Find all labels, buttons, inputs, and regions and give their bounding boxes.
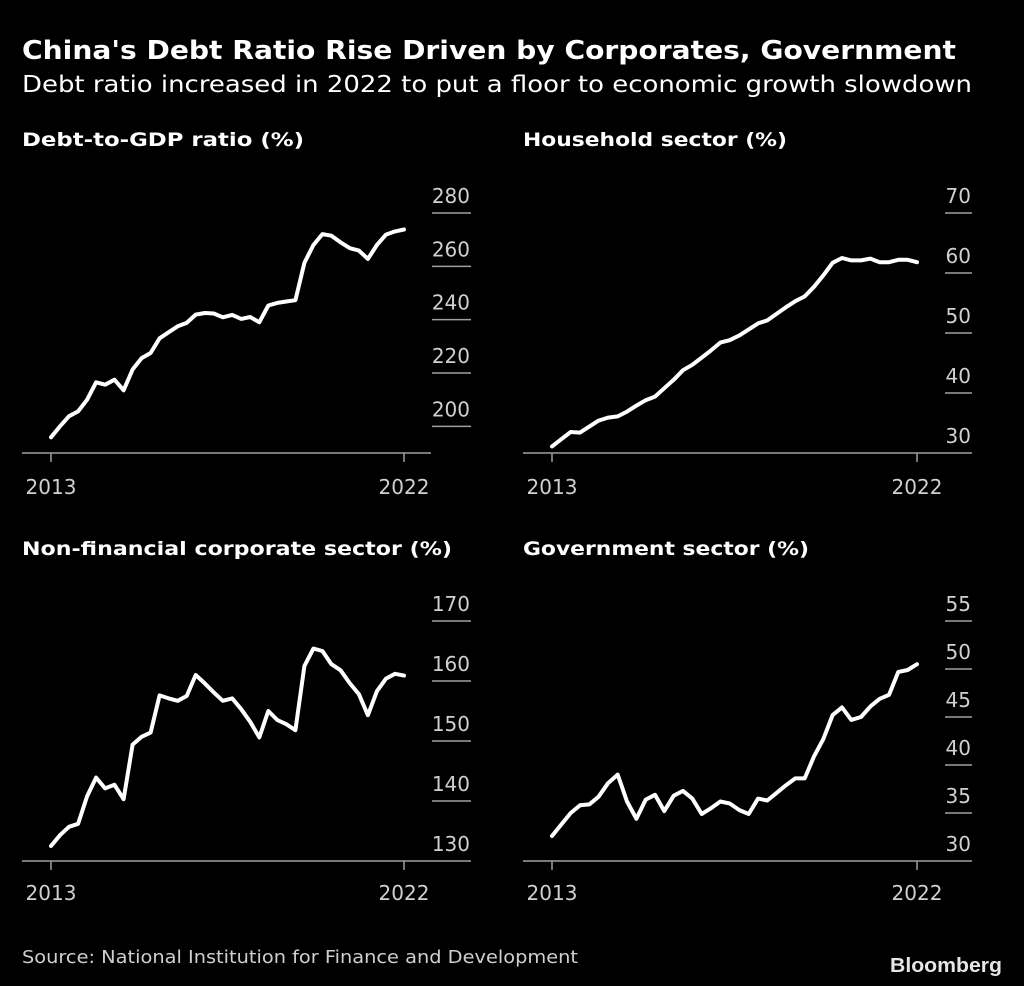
series-line [550,662,919,838]
y-tick-label: 240 [432,291,470,315]
y-tick-label: 280 [432,184,470,208]
panel-3: Non-financial corporate sector (%) 130 140… [22,538,471,905]
y-tick-label: 160 [432,652,470,676]
y-tick-label: 70 [946,184,971,208]
panel-title: Debt-to-GDP ratio (%) [22,129,304,151]
y-tick-label: 140 [432,772,470,796]
panels: Debt-to-GDP ratio (%) 200 220 240 260 280 2013… [22,129,972,905]
y-tick-label: 50 [946,304,971,328]
source-note: Source: National Institution for Finance… [22,947,578,968]
chart-subtitle: Debt ratio increased in 2022 to put a fl… [22,72,972,98]
series-line [49,227,406,440]
y-tick-label: 220 [432,344,470,368]
x-tick-label: 2022 [379,881,430,905]
y-tick-label: 30 [946,424,971,448]
y-tick-label: 30 [946,832,971,856]
x-tick-label: 2013 [527,475,578,499]
panel-4: Government sector (%) 30 35 40 45 50 55 2013 202… [523,538,972,905]
panel-1: Debt-to-GDP ratio (%) 200 220 240 260 280 2013… [22,129,471,499]
y-tick-label: 55 [946,592,971,616]
chart-title: China's Debt Ratio Rise Driven by Corpor… [22,36,956,66]
y-tick-label: 170 [432,592,470,616]
x-tick-label: 2022 [892,881,943,905]
panel-title: Non-financial corporate sector (%) [22,538,452,560]
y-tick-label: 260 [432,237,470,261]
y-tick-label: 130 [432,832,470,856]
x-tick-label: 2013 [26,881,77,905]
x-tick-label: 2013 [26,475,77,499]
y-tick-label: 40 [946,736,971,760]
y-tick-label: 35 [946,784,971,808]
bloomberg-logo: Bloomberg [890,955,1002,977]
y-tick-label: 40 [946,364,971,388]
panel-2: Household sector (%) 30 40 50 60 70 2013 2022 [523,129,972,499]
y-tick-label: 45 [946,688,971,712]
y-tick-label: 200 [432,397,470,421]
series-line [550,256,919,449]
y-tick-label: 60 [946,244,971,268]
panel-title: Government sector (%) [523,538,809,560]
x-tick-label: 2022 [379,475,430,499]
x-tick-label: 2022 [892,475,943,499]
y-tick-label: 150 [432,712,470,736]
panel-title: Household sector (%) [523,129,787,151]
series-line [49,646,406,848]
x-tick-label: 2013 [527,881,578,905]
y-tick-label: 50 [946,640,971,664]
